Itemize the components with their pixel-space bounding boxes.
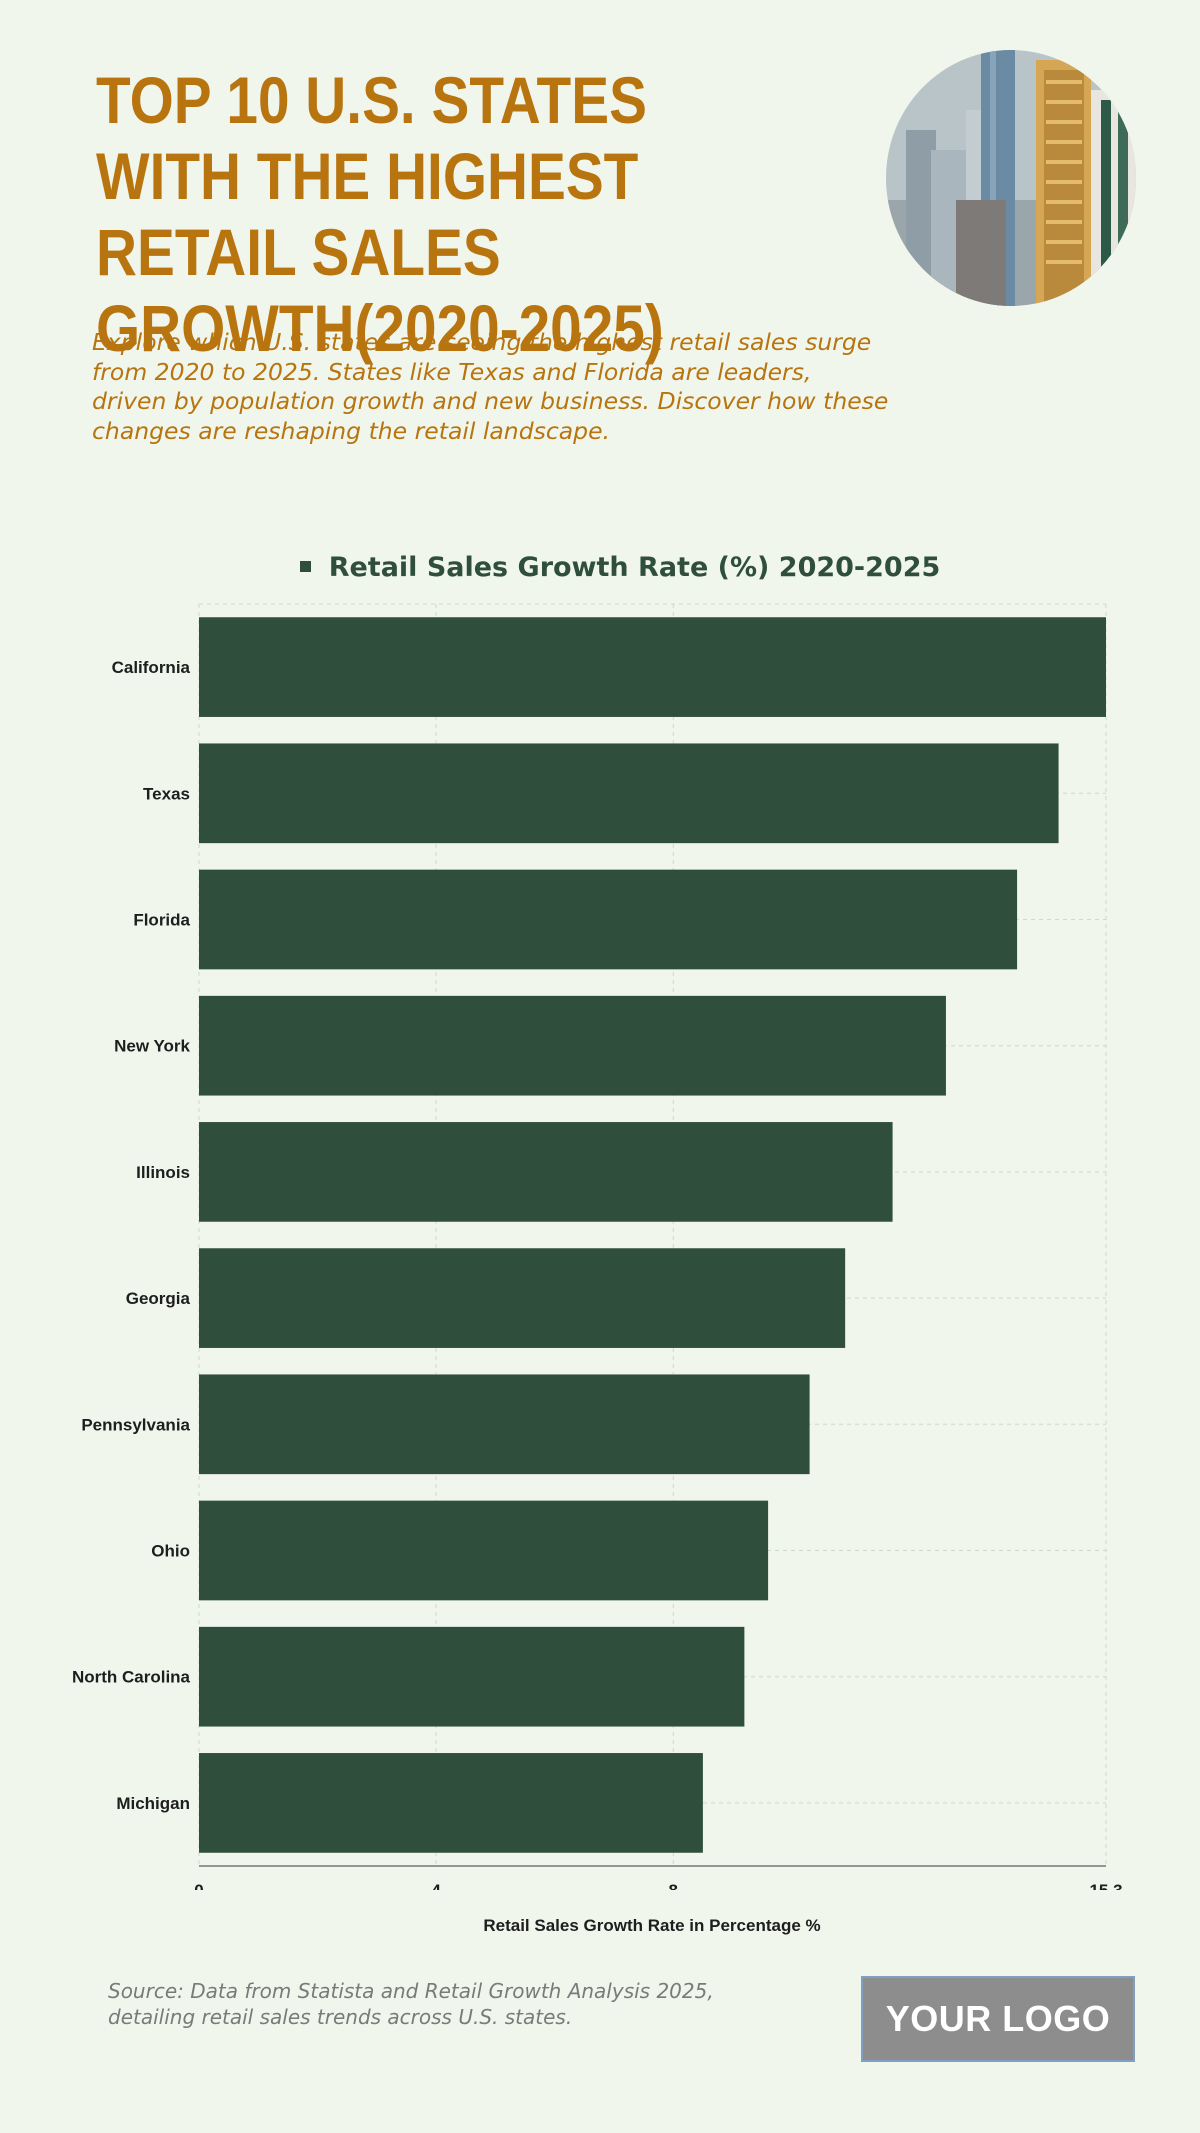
bar — [199, 869, 1018, 970]
source-note: Source: Data from Statista and Retail Gr… — [108, 1979, 714, 2029]
y-tick-label: New York — [114, 1037, 190, 1056]
logo-placeholder: YOUR LOGO — [861, 1976, 1135, 2062]
legend-label: Retail Sales Growth Rate (%) 2020-2025 — [328, 552, 941, 583]
bar — [199, 1500, 769, 1601]
page-subtitle: Explore which U.S. states are seeing the… — [92, 328, 889, 445]
y-tick-label: Illinois — [136, 1163, 190, 1182]
city-skyline-image — [886, 50, 1136, 306]
y-tick-label: California — [112, 658, 191, 677]
page-title: TOP 10 U.S. STATES WITH THE HIGHEST RETA… — [96, 63, 664, 365]
y-tick-label: Georgia — [126, 1289, 191, 1308]
bar — [199, 995, 946, 1096]
bar — [199, 617, 1106, 717]
y-tick-label: Florida — [133, 911, 190, 930]
bar-chart: California Texas Florida New York Illinois Ge… — [72, 603, 1123, 1890]
y-tick-label: Michigan — [116, 1794, 190, 1813]
bar — [199, 743, 1059, 844]
bar — [199, 1122, 893, 1222]
y-tick-label: Pennsylvania — [81, 1415, 190, 1434]
x-tick-label: 15.3 — [1089, 1881, 1122, 1890]
bar — [199, 1374, 810, 1475]
x-tick-label: 0 — [194, 1881, 203, 1890]
bar — [199, 1753, 703, 1853]
x-tick-label: 4 — [431, 1881, 441, 1890]
legend-swatch — [299, 561, 311, 572]
y-tick-label: North Carolina — [72, 1668, 191, 1687]
bar — [199, 1626, 745, 1727]
chart-legend: Retail Sales Growth Rate (%) 2020-2025 — [0, 552, 1200, 583]
x-tick-label: 8 — [669, 1881, 678, 1890]
y-tick-label: Texas — [143, 784, 190, 803]
bar — [199, 1248, 846, 1348]
y-tick-label: Ohio — [151, 1542, 190, 1561]
x-axis-label: Retail Sales Growth Rate in Percentage % — [483, 1916, 821, 1935]
